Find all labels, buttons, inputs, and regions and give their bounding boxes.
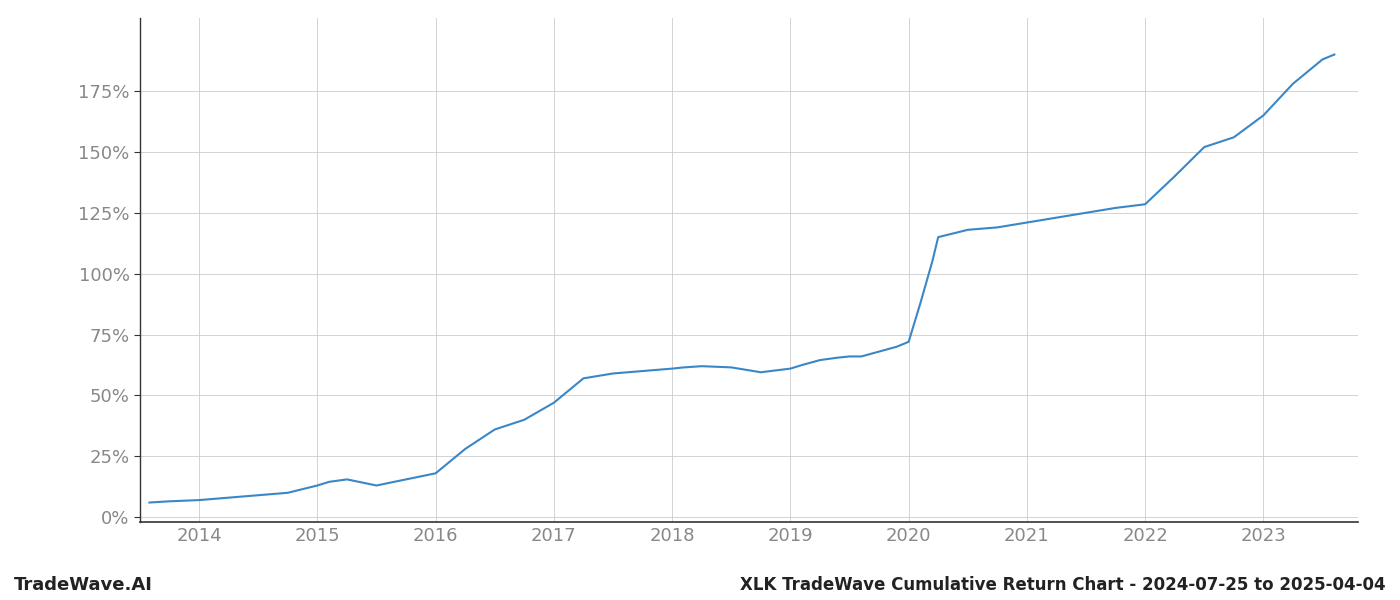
Text: TradeWave.AI: TradeWave.AI [14, 576, 153, 594]
Text: XLK TradeWave Cumulative Return Chart - 2024-07-25 to 2025-04-04: XLK TradeWave Cumulative Return Chart - … [741, 576, 1386, 594]
